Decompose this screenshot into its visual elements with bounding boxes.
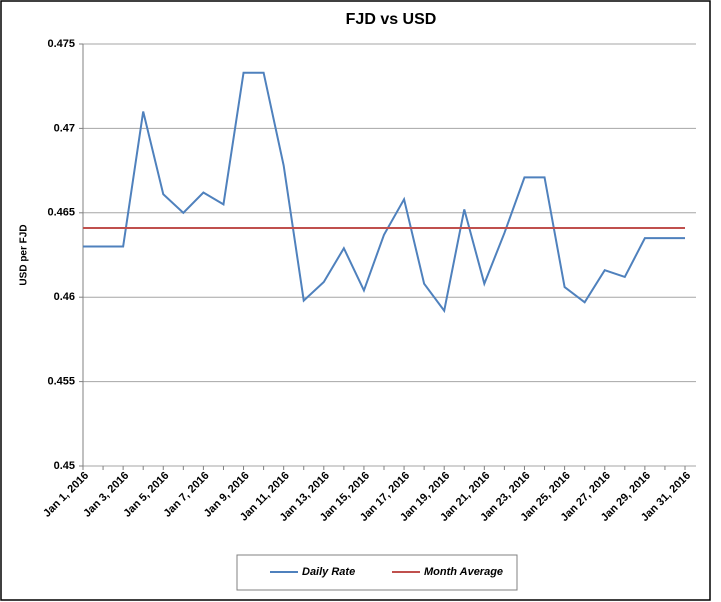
series-line — [83, 71, 685, 314]
y-tick-label: 0.45 — [54, 460, 75, 472]
legend-label: Month Average — [424, 566, 503, 578]
y-tick-label: 0.46 — [54, 291, 75, 303]
y-tick-label: 0.475 — [47, 38, 75, 50]
y-tick-label: 0.465 — [47, 207, 75, 219]
y-axis-label: USD per FJD — [19, 224, 30, 285]
legend-label: Daily Rate — [302, 566, 355, 578]
chart-title: FJD vs USD — [346, 11, 437, 28]
y-tick-label: 0.455 — [47, 376, 75, 388]
y-tick-label: 0.47 — [54, 122, 75, 134]
